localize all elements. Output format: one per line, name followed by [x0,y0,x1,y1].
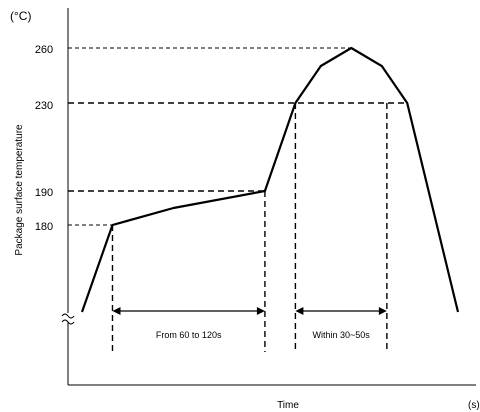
axis-break-mark-upper [61,313,75,319]
y-unit-label: (°C) [10,9,31,23]
y-tick-label-180: 180 [35,221,53,233]
annotation-arrowhead-left-0 [112,307,121,315]
y-tick-label-230: 230 [35,100,53,112]
annotation-arrowhead-right-1 [378,307,387,315]
annotation-arrowhead-left-1 [295,307,304,315]
annotation-arrowhead-right-0 [256,307,265,315]
y-axis-label: Package surface temperature [14,124,25,256]
x-unit-label: (s) [468,400,480,411]
plot-area: From 60 to 120s Within 30~50s [61,8,476,386]
y-tick-label-190: 190 [35,187,53,199]
annotation-label-1: Within 30~50s [312,330,370,340]
axis-break-gap [62,313,74,322]
temperature-curve [80,46,460,313]
y-tick-label-260: 260 [35,44,53,56]
x-axis-label: Time [277,400,299,411]
annotation-label-0: From 60 to 120s [156,330,222,340]
axis-break-mark-lower [61,319,75,325]
